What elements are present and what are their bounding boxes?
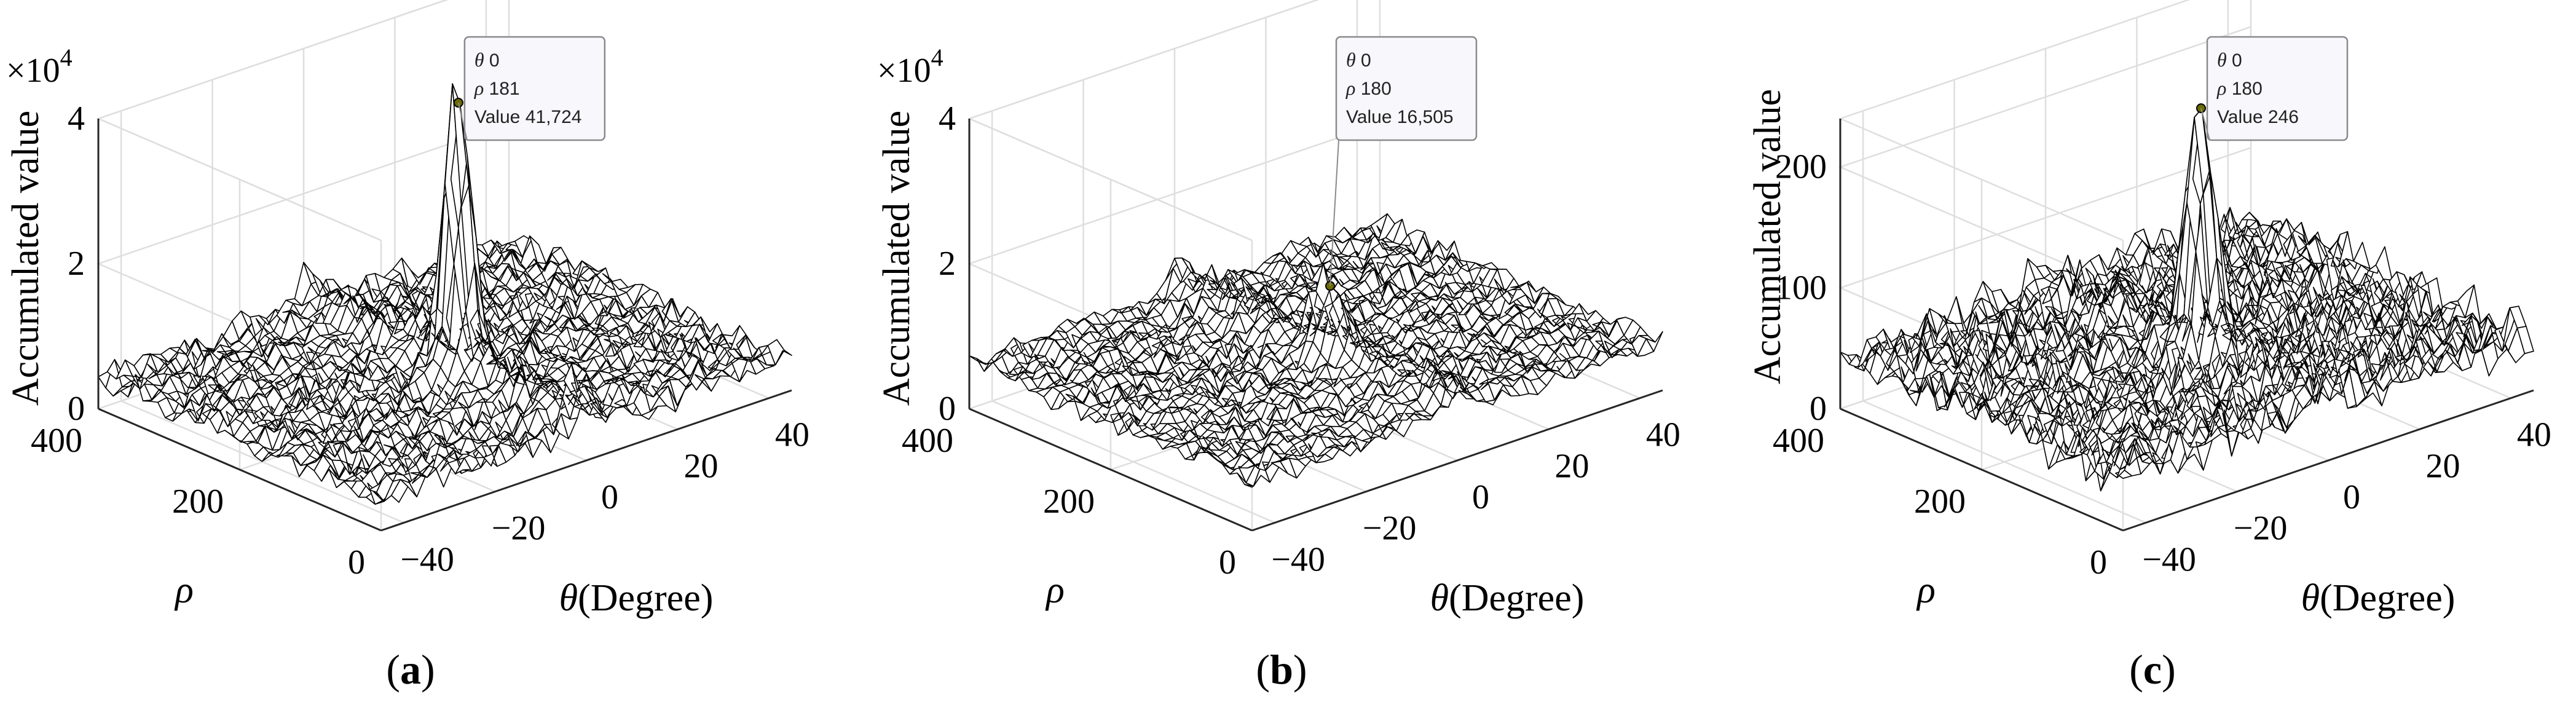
theta-tick-label: 40 [775,416,809,454]
theta-tick-label: 40 [1646,416,1680,454]
rho-tick-label: 0 [348,543,365,582]
surface-mesh [1840,108,2534,492]
z-exponent: ×104 [877,44,943,90]
theta-tick-label: −20 [492,510,546,548]
theta-tick-label: 20 [683,447,718,485]
datatip-row: ρ 180 [1345,77,1392,99]
z-axis-label: Accumulated value [876,111,918,406]
theta-tick-label: 0 [1472,478,1489,516]
theta-axis-label: θ(Degree) [559,577,714,619]
theta-tick-label: −20 [1363,510,1417,548]
z-tick-label: 4 [68,100,85,138]
z-tick-label: 0 [68,390,85,428]
datatip-row: θ 0 [475,49,500,71]
rho-tick-label: 200 [172,483,224,521]
rho-axis-label: ρ [174,569,194,611]
z-exponent: ×104 [6,44,73,90]
theta-tick-label: 0 [601,478,618,516]
datatip-row: ρ 181 [474,77,520,99]
datatip-row: θ 0 [1346,49,1371,71]
theta-axis-label: θ(Degree) [1430,577,1585,619]
theta-tick-label: −40 [400,540,454,578]
theta-tick-label: −40 [1271,540,1325,578]
datatip-row: Value 41,724 [475,107,582,127]
z-tick-label: 2 [68,245,85,283]
surface-mesh [98,83,792,505]
panel-caption: (a) [386,646,435,693]
z-tick-label: 2 [939,245,956,283]
z-tick-label: 0 [939,390,956,428]
datatip-row: Value 16,505 [1346,107,1454,127]
theta-tick-label: 20 [1554,447,1589,485]
rho-tick-label: 200 [1043,483,1095,521]
z-axis-label: Accumulated value [5,111,47,406]
rho-tick-label: 0 [1219,543,1236,582]
surface-mesh [969,213,1663,488]
z-tick-label: 4 [939,100,956,138]
panel-caption: (b) [1256,646,1307,693]
rho-axis-label: ρ [1045,569,1065,611]
